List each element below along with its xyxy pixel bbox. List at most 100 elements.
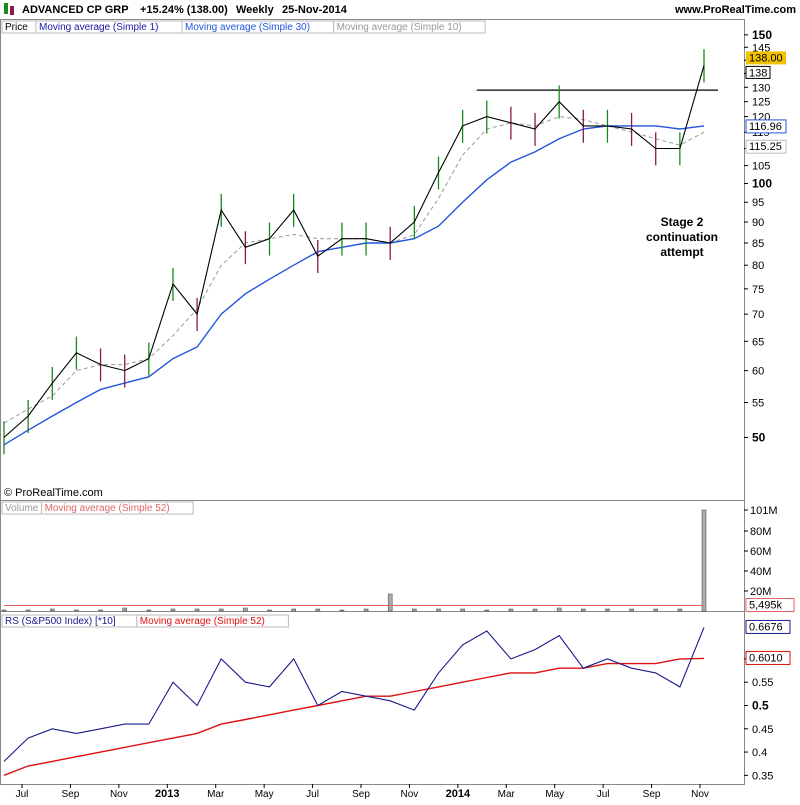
volume-bar [556, 607, 562, 612]
ma10-badge [745, 139, 787, 154]
x-tick-label: 2014 [446, 788, 471, 800]
rs-legend: RS (S&P500 Index) [*10] Moving average (S… [1, 614, 289, 628]
rs-panel-frame [0, 611, 745, 785]
volume-bar [653, 608, 659, 612]
y-tick-label: 90 [752, 217, 764, 229]
y-tick-label: 105 [752, 161, 770, 173]
x-tick-label: Nov [691, 789, 709, 800]
rs-tick-label: 0.35 [752, 770, 773, 782]
volume-panel-frame [0, 500, 745, 612]
legend-box [41, 501, 194, 515]
ma30-badge [745, 119, 787, 134]
legend-box [136, 614, 289, 628]
volume-bar [194, 608, 200, 612]
volume-tick-label: 80M [750, 526, 771, 538]
legend-item: Moving average (Simple 52) [45, 503, 170, 514]
volume-bar [98, 609, 103, 612]
header-bar [0, 0, 800, 19]
y-tick-label: 75 [752, 284, 764, 296]
rs-value-label: 0.6676 [749, 621, 783, 633]
volume-bar [677, 608, 683, 612]
volume-tick-label: 40M [750, 566, 771, 578]
volume-bar [243, 607, 248, 612]
volume-ma-label: 5,495k [749, 600, 783, 612]
legend-item: Moving average (Simple 52) [140, 616, 265, 627]
x-tick-label: Nov [110, 789, 128, 800]
y-axis: 1501451401351301251201151101051009590858… [744, 28, 795, 782]
volume-bar [122, 607, 127, 612]
y-tick-label: 80 [752, 260, 764, 272]
volume-bar [1, 609, 7, 612]
ma1-badge [745, 65, 771, 79]
y-tick-label: 150 [752, 28, 772, 42]
y-tick-label: 50 [752, 430, 766, 444]
volume-ma-badge [745, 598, 795, 612]
legend-item: Volume [5, 503, 39, 514]
rs-plot [3, 627, 705, 776]
volume-bar [701, 509, 707, 612]
x-tick-label: Jul [597, 789, 610, 800]
volume-bar [146, 609, 152, 612]
volume-bar [605, 608, 610, 612]
volume-bar [581, 608, 586, 612]
volume-tick-label: 60M [750, 546, 771, 558]
rs-ma-value-label: 0.6010 [749, 652, 783, 664]
y-tick-label: 55 [752, 398, 764, 410]
y-tick-label: 125 [752, 97, 770, 109]
y-tick-label: 100 [752, 176, 772, 190]
price-panel-frame [0, 19, 745, 501]
volume-bar [315, 608, 321, 612]
volume-bar [629, 608, 634, 612]
site-label: www.ProRealTime.com [674, 4, 796, 16]
ma10-line [3, 116, 705, 424]
volume-bar [25, 609, 31, 612]
y-tick-label: 130 [752, 82, 770, 94]
x-axis: Jul Sep Nov 2013 Mar May Jul Sep Nov 2014 Mar May Ju… [16, 784, 709, 800]
x-tick-label: May [255, 789, 274, 800]
volume-tick-label: 101M [750, 505, 778, 517]
period-label: Weekly [236, 4, 275, 16]
volume-bar [339, 609, 345, 612]
volume-bar [508, 608, 514, 612]
price-line [3, 65, 705, 438]
ma10-label: 115.25 [749, 141, 782, 153]
volume-bar [218, 608, 224, 612]
legend-item: Moving average (Simple 1) [39, 22, 159, 33]
volume-bar [291, 608, 296, 612]
legend-item: Moving average (Simple 30) [185, 22, 310, 33]
annotation-line-1: Stage 2 [661, 215, 704, 229]
annotation-line-3: attempt [660, 245, 703, 259]
rs-tick-label: 0.45 [752, 724, 773, 736]
volume-bar [484, 609, 490, 612]
ma30-label: 116.96 [749, 121, 782, 133]
volume-tick-label: 20M [750, 586, 771, 598]
volume-bar [74, 609, 79, 612]
volume-bar [387, 593, 393, 612]
x-tick-label: 2013 [155, 788, 179, 800]
volume-plot [1, 509, 707, 612]
y-tick-label: 85 [752, 238, 764, 250]
price-change: +15.24% (138.00) [140, 4, 228, 16]
rs-tick-label: 0.4 [752, 747, 767, 759]
y-tick-label: 70 [752, 309, 764, 321]
price-legend: Price Moving average (Simple 1) Moving ave… [1, 20, 486, 34]
rs-line [3, 627, 705, 762]
x-tick-label: Sep [643, 789, 661, 800]
legend-item: RS (S&P500 Index) [*10] [5, 616, 116, 627]
x-tick-label: May [545, 789, 564, 800]
legend-item: Price [5, 22, 28, 33]
volume-bar [363, 608, 369, 612]
x-tick-label: Jul [16, 789, 29, 800]
volume-bar [49, 608, 55, 612]
rs-badge [745, 619, 791, 634]
ticker-icon [4, 3, 14, 15]
x-tick-label: Mar [498, 789, 516, 800]
x-tick-label: Jul [306, 789, 319, 800]
volume-bar [532, 608, 538, 612]
legend-item: Moving average (Simple 10) [337, 22, 462, 33]
volume-bar [412, 608, 417, 612]
y-tick-label: 60 [752, 366, 764, 378]
volume-bar [460, 608, 465, 612]
rs-tick-label: 0.55 [752, 677, 773, 689]
